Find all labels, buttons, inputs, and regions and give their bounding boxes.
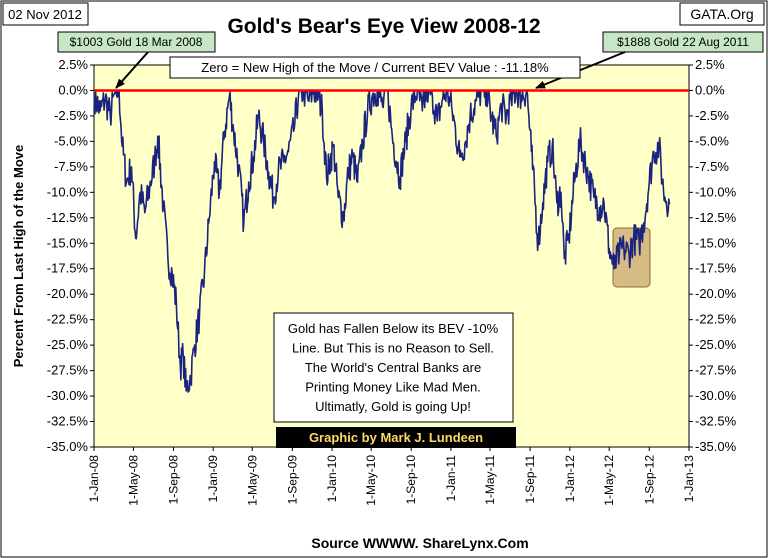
y-tick-label-right: -30.0% <box>695 388 737 403</box>
x-tick-label: 1-Jan-08 <box>87 455 101 503</box>
y-tick-label-left: -30.0% <box>47 388 89 403</box>
x-tick-label: 1-Sep-10 <box>404 455 418 505</box>
y-tick-label-left: -17.5% <box>47 261 89 276</box>
x-tick-label: 1-Jan-10 <box>325 455 339 503</box>
y-tick-label-right: -17.5% <box>695 261 737 276</box>
y-tick-label-right: -25.0% <box>695 337 737 352</box>
x-tick-label: 1-May-08 <box>126 455 140 506</box>
callout-left-arrow <box>115 51 149 89</box>
x-tick-label: 1-Sep-09 <box>285 455 299 505</box>
x-tick-label: 1-May-10 <box>364 455 378 506</box>
callout-left-box <box>57 31 216 53</box>
y-axis-left: 2.5% 0.0% -2.5% -5.0% -7.5% -10.0% -12.5% -15.0… <box>47 57 94 454</box>
x-tick-label: 1-Jan-11 <box>444 455 458 502</box>
x-tick-label: 1-May-12 <box>602 455 616 506</box>
y-axis-right: 2.5% 0.0% -2.5% -5.0% -7.5% -10.0% -12.5% -15.0… <box>689 57 737 454</box>
comment-box <box>273 312 514 423</box>
y-tick-label-left: -12.5% <box>47 210 89 225</box>
x-tick-label: 1-Jan-09 <box>206 455 220 503</box>
comment-lines: Gold has Fallen Below its BEV -10% Line. … <box>288 321 499 414</box>
y-tick-label-left: -15.0% <box>47 235 89 250</box>
y-tick-label-right: -12.5% <box>695 210 737 225</box>
y-tick-label-right: -20.0% <box>695 286 737 301</box>
y-tick-label-right: -15.0% <box>695 235 737 250</box>
x-tick-label: 1-Sep-11 <box>523 455 537 504</box>
x-tick-label: 1-Sep-12 <box>642 455 656 505</box>
y-tick-label-right: -7.5% <box>695 159 729 174</box>
y-tick-label-right: -27.5% <box>695 363 737 378</box>
y-tick-label-left: -2.5% <box>54 108 88 123</box>
y-tick-label-right: 2.5% <box>695 57 725 72</box>
date-label: 02 Nov 2012 <box>8 7 82 22</box>
y-tick-label-left: -25.0% <box>47 337 89 352</box>
callout-left-label: $1003 Gold 18 Mar 2008 <box>70 35 203 49</box>
y-tick-label-right: -32.5% <box>695 414 737 429</box>
y-tick-label-right: -5.0% <box>695 133 729 148</box>
y-tick-label-left: -7.5% <box>54 159 88 174</box>
y-tick-label-right: -35.0% <box>695 439 737 454</box>
y-tick-label-right: 0.0% <box>695 82 725 97</box>
y-tick-label-right: -22.5% <box>695 312 737 327</box>
x-tick-label: 1-Sep-08 <box>166 455 180 505</box>
source-badge: GATA.Org <box>690 6 753 22</box>
footer-source: Source WWWW. ShareLynx.Com <box>311 535 528 551</box>
zero-note: Zero = New High of the Move / Current BE… <box>201 60 549 75</box>
credit-label: Graphic by Mark J. Lundeen <box>309 430 483 445</box>
y-tick-label-right: -2.5% <box>695 108 729 123</box>
comment-line: Line. But This is no Reason to Sell. <box>292 341 494 356</box>
y-tick-label-left: -27.5% <box>47 363 89 378</box>
source-badge-box <box>679 2 765 26</box>
date-label-box <box>2 2 89 26</box>
chart-title: Gold's Bear's Eye View 2008-12 <box>227 15 540 38</box>
x-tick-label: 1-Jan-12 <box>563 455 577 503</box>
y-tick-label-left: -10.0% <box>47 184 89 199</box>
y-axis-label: Percent From Last High of the Move <box>11 145 26 367</box>
comment-line: Gold has Fallen Below its BEV -10% <box>288 321 499 336</box>
y-tick-label-left: -5.0% <box>54 133 88 148</box>
comment-line: Printing Money Like Mad Men. <box>305 380 481 395</box>
y-tick-label-left: -22.5% <box>47 312 89 327</box>
x-tick-label: 1-Jan-13 <box>682 455 696 503</box>
callout-right-box <box>602 31 764 53</box>
y-tick-label-left: -20.0% <box>47 286 89 301</box>
y-tick-label-left: -32.5% <box>47 414 89 429</box>
y-tick-label-left: -35.0% <box>47 439 89 454</box>
y-tick-label-left: 2.5% <box>58 57 88 72</box>
comment-line: The World's Central Banks are <box>305 360 481 375</box>
x-tick-label: 1-May-11 <box>483 455 497 505</box>
zero-note-box <box>169 56 581 79</box>
callout-right-label: $1888 Gold 22 Aug 2011 <box>617 35 749 49</box>
y-tick-label-left: 0.0% <box>58 82 88 97</box>
x-tick-label: 1-May-09 <box>245 455 259 506</box>
y-tick-label-right: -10.0% <box>695 184 737 199</box>
credit-box <box>276 427 516 448</box>
comment-line: Ultimatly, Gold is going Up! <box>315 399 471 414</box>
